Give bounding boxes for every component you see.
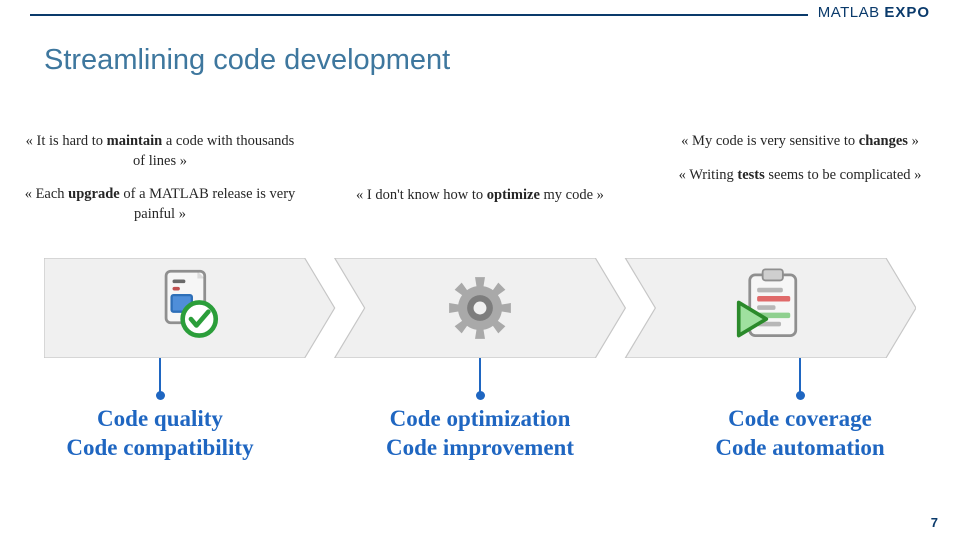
lollipop: [320, 358, 640, 400]
lollipop-dot: [796, 391, 805, 400]
brand-name: MATLAB: [818, 4, 880, 21]
label-quality: Code quality Code compatibility: [0, 404, 320, 463]
lollipop: [0, 358, 320, 400]
lollipop-stem: [799, 358, 801, 392]
slide: MATLAB EXPO Streamlining code developmen…: [0, 0, 960, 540]
quotes-col-coverage: « My code is very sensitive to changes »…: [640, 132, 960, 238]
quote: « I don't know how to optimize my code »: [338, 186, 622, 206]
lollipop: [640, 358, 960, 400]
label-optimization: Code optimization Code improvement: [320, 404, 640, 463]
page-title: Streamlining code development: [44, 44, 450, 77]
quote: « It is hard to maintain a code with tho…: [18, 132, 302, 171]
page-number: 7: [931, 515, 938, 530]
quotes-row: « It is hard to maintain a code with tho…: [0, 132, 960, 238]
brand-suffix: EXPO: [884, 4, 930, 21]
lollipop-stem: [479, 358, 481, 392]
quote: « Writing tests seems to be complicated …: [658, 166, 942, 186]
gear-icon: [330, 262, 630, 359]
lollipop-row: [0, 358, 960, 400]
lollipop-dot: [476, 391, 485, 400]
quote: « Each upgrade of a MATLAB release is ve…: [18, 185, 302, 224]
lollipop-dot: [156, 391, 165, 400]
quote: « My code is very sensitive to changes »: [658, 132, 942, 152]
quotes-col-optimization: « I don't know how to optimize my code »: [320, 132, 640, 238]
doc-check-icon: [40, 262, 340, 359]
labels-row: Code quality Code compatibility Code opt…: [0, 404, 960, 463]
label-coverage: Code coverage Code automation: [640, 404, 960, 463]
top-rule: [30, 14, 808, 16]
report-play-icon: [620, 262, 920, 359]
brand-logo: MATLAB EXPO: [818, 4, 930, 21]
lollipop-stem: [159, 358, 161, 392]
quotes-col-quality: « It is hard to maintain a code with tho…: [0, 132, 320, 238]
